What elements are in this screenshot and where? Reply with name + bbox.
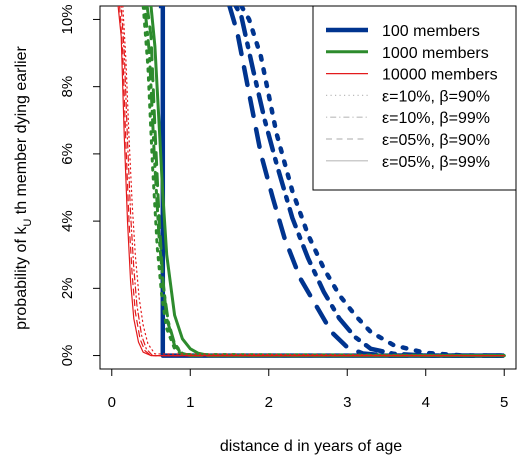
- y-axis: 0% 2% 4% 6% 8% 10%: [59, 4, 101, 367]
- x-tick-label: 1: [186, 394, 194, 411]
- legend-label-3: 10000 members: [382, 67, 498, 84]
- y-tick-label: 6%: [59, 143, 76, 165]
- x-axis: 0 1 2 3 4 5: [108, 368, 508, 411]
- series-line-2: [227, 6, 507, 358]
- legend-label-2: 1000 members: [382, 45, 489, 62]
- series-layer: [117, 6, 507, 358]
- legend-label-4: ε=10%, β=90%: [382, 88, 490, 105]
- y-tick-label: 0%: [59, 345, 76, 367]
- x-tick-label: 0: [108, 394, 116, 411]
- y-tick-label: 2%: [59, 277, 76, 299]
- y-tick-label: 8%: [59, 76, 76, 98]
- x-tick-label: 4: [422, 394, 430, 411]
- y-axis-title-main: probability of k: [13, 226, 30, 330]
- legend-label-7: ε=05%, β=99%: [382, 154, 490, 171]
- y-axis-title: probability of kU th member dying earlie…: [13, 46, 34, 330]
- legend-label-5: ε=10%, β=99%: [382, 110, 490, 127]
- y-axis-title-rest: th member dying earlier: [13, 46, 30, 219]
- x-tick-label: 3: [343, 394, 351, 411]
- series-line-11: [120, 6, 505, 357]
- legend-box: [312, 5, 517, 191]
- y-tick-label: 10%: [59, 4, 76, 34]
- series-line-9: [117, 6, 505, 357]
- y-tick-label: 4%: [59, 210, 76, 232]
- series-line-3: [233, 6, 507, 358]
- legend: 100 members 1000 members 10000 members ε=10…: [312, 5, 517, 191]
- legend-label-1: 100 members: [382, 23, 480, 40]
- y-axis-title-subscript: U: [22, 219, 34, 227]
- x-tick-label: 2: [265, 394, 273, 411]
- x-tick-label: 5: [500, 394, 508, 411]
- x-axis-title: distance d in years of age: [220, 438, 402, 455]
- series-line-4: [239, 6, 507, 358]
- series-line-8: [141, 6, 506, 358]
- series-line-10: [118, 6, 505, 357]
- legend-label-6: ε=05%, β=90%: [382, 132, 490, 149]
- series-line-12: [122, 6, 505, 357]
